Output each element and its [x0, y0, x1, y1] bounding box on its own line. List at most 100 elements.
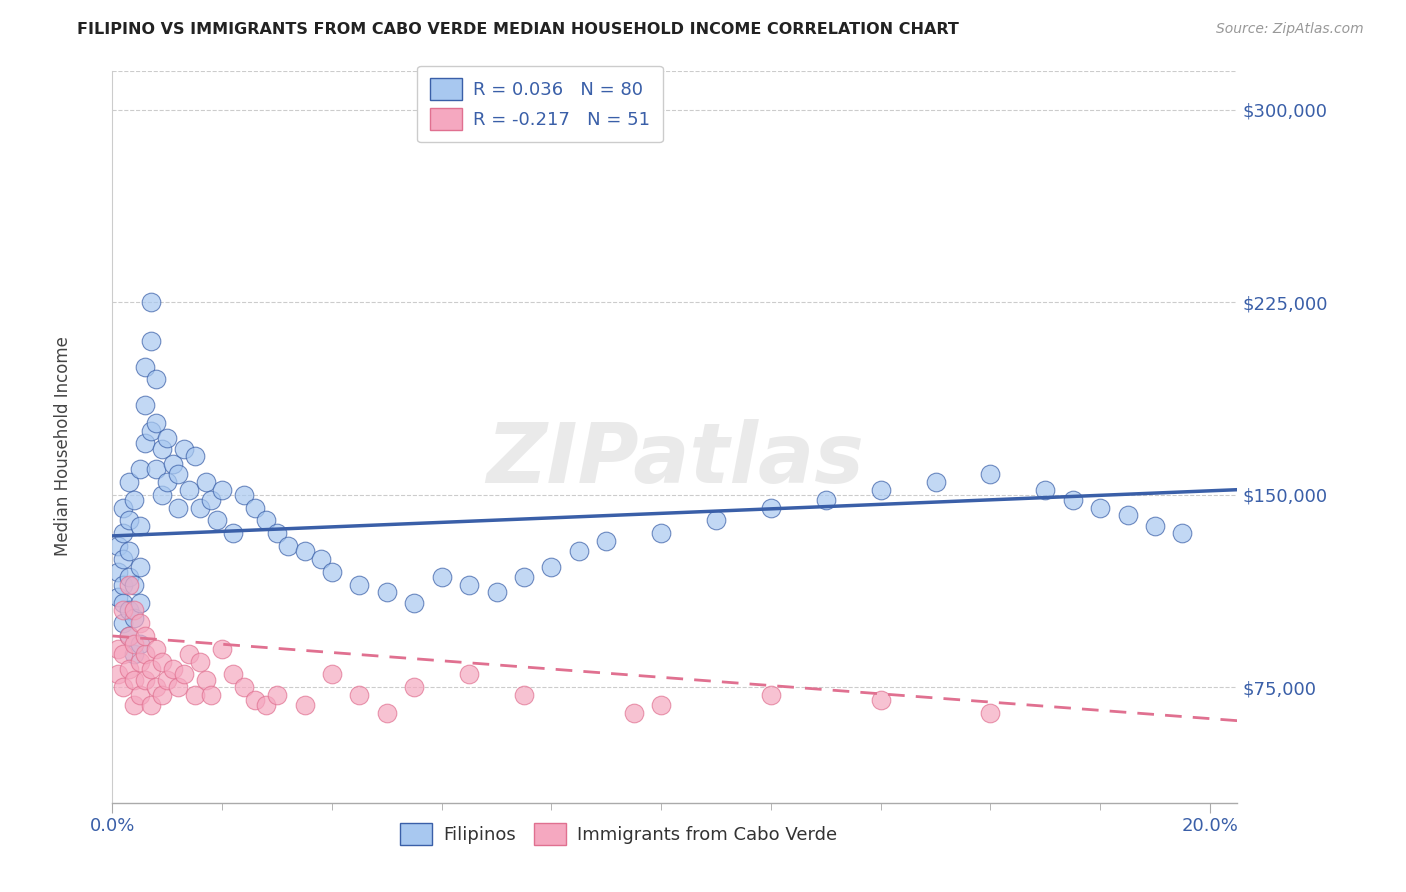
Point [266, 688, 288, 702]
Point [321, 565, 343, 579]
Point [349, 577, 371, 591]
Point [129, 518, 152, 533]
Point [184, 450, 207, 464]
Point [145, 372, 167, 386]
Point [156, 475, 179, 489]
Point [139, 295, 162, 310]
Point [188, 655, 211, 669]
Point [211, 483, 233, 497]
Point [595, 534, 617, 549]
Point [124, 611, 146, 625]
Point [869, 693, 891, 707]
Point [134, 359, 156, 374]
Text: Median Household Income: Median Household Income [55, 336, 72, 556]
Point [759, 688, 782, 702]
Point [924, 475, 946, 489]
Point [145, 462, 167, 476]
Point [254, 698, 277, 713]
Point [759, 500, 782, 515]
Point [179, 483, 201, 497]
Point [129, 655, 152, 669]
Point [112, 596, 135, 610]
Point [513, 688, 536, 702]
Point [194, 673, 217, 687]
Point [349, 688, 371, 702]
Point [118, 629, 141, 643]
Point [156, 431, 179, 445]
Point [112, 603, 135, 617]
Point [243, 500, 266, 515]
Point [404, 596, 426, 610]
Point [118, 514, 141, 528]
Point [173, 667, 195, 681]
Point [139, 698, 162, 713]
Point [321, 667, 343, 681]
Point [277, 539, 299, 553]
Point [112, 500, 135, 515]
Point [1171, 526, 1194, 541]
Point [430, 570, 453, 584]
Point [129, 596, 152, 610]
Point [112, 647, 135, 661]
Point [623, 706, 645, 720]
Point [222, 526, 245, 541]
Point [254, 514, 277, 528]
Text: FILIPINO VS IMMIGRANTS FROM CABO VERDE MEDIAN HOUSEHOLD INCOME CORRELATION CHART: FILIPINO VS IMMIGRANTS FROM CABO VERDE M… [77, 22, 959, 37]
Point [134, 398, 156, 412]
Point [145, 641, 167, 656]
Point [167, 467, 190, 482]
Point [156, 673, 179, 687]
Point [404, 681, 426, 695]
Text: ZIPatlas: ZIPatlas [486, 418, 863, 500]
Point [139, 662, 162, 676]
Point [118, 629, 141, 643]
Point [139, 424, 162, 438]
Point [112, 552, 135, 566]
Point [118, 544, 141, 558]
Point [124, 492, 146, 507]
Point [233, 681, 256, 695]
Point [650, 526, 672, 541]
Text: Source: ZipAtlas.com: Source: ZipAtlas.com [1216, 22, 1364, 37]
Point [129, 559, 152, 574]
Point [243, 693, 266, 707]
Point [200, 492, 222, 507]
Point [1088, 500, 1111, 515]
Point [375, 706, 398, 720]
Point [107, 667, 129, 681]
Point [205, 514, 228, 528]
Point [513, 570, 536, 584]
Point [294, 698, 316, 713]
Point [139, 334, 162, 348]
Legend: Filipinos, Immigrants from Cabo Verde: Filipinos, Immigrants from Cabo Verde [392, 816, 845, 852]
Point [124, 637, 146, 651]
Point [458, 577, 481, 591]
Point [184, 688, 207, 702]
Point [150, 442, 173, 456]
Point [814, 492, 837, 507]
Point [107, 539, 129, 553]
Point [124, 647, 146, 661]
Point [179, 647, 201, 661]
Point [134, 629, 156, 643]
Point [118, 603, 141, 617]
Point [118, 570, 141, 584]
Point [233, 488, 256, 502]
Point [112, 577, 135, 591]
Point [162, 457, 184, 471]
Point [118, 662, 141, 676]
Point [869, 483, 891, 497]
Point [107, 565, 129, 579]
Point [173, 442, 195, 456]
Point [458, 667, 481, 681]
Point [167, 681, 190, 695]
Point [124, 698, 146, 713]
Point [194, 475, 217, 489]
Point [266, 526, 288, 541]
Point [200, 688, 222, 702]
Point [162, 662, 184, 676]
Point [1062, 492, 1084, 507]
Point [107, 591, 129, 605]
Point [979, 706, 1001, 720]
Point [1143, 518, 1166, 533]
